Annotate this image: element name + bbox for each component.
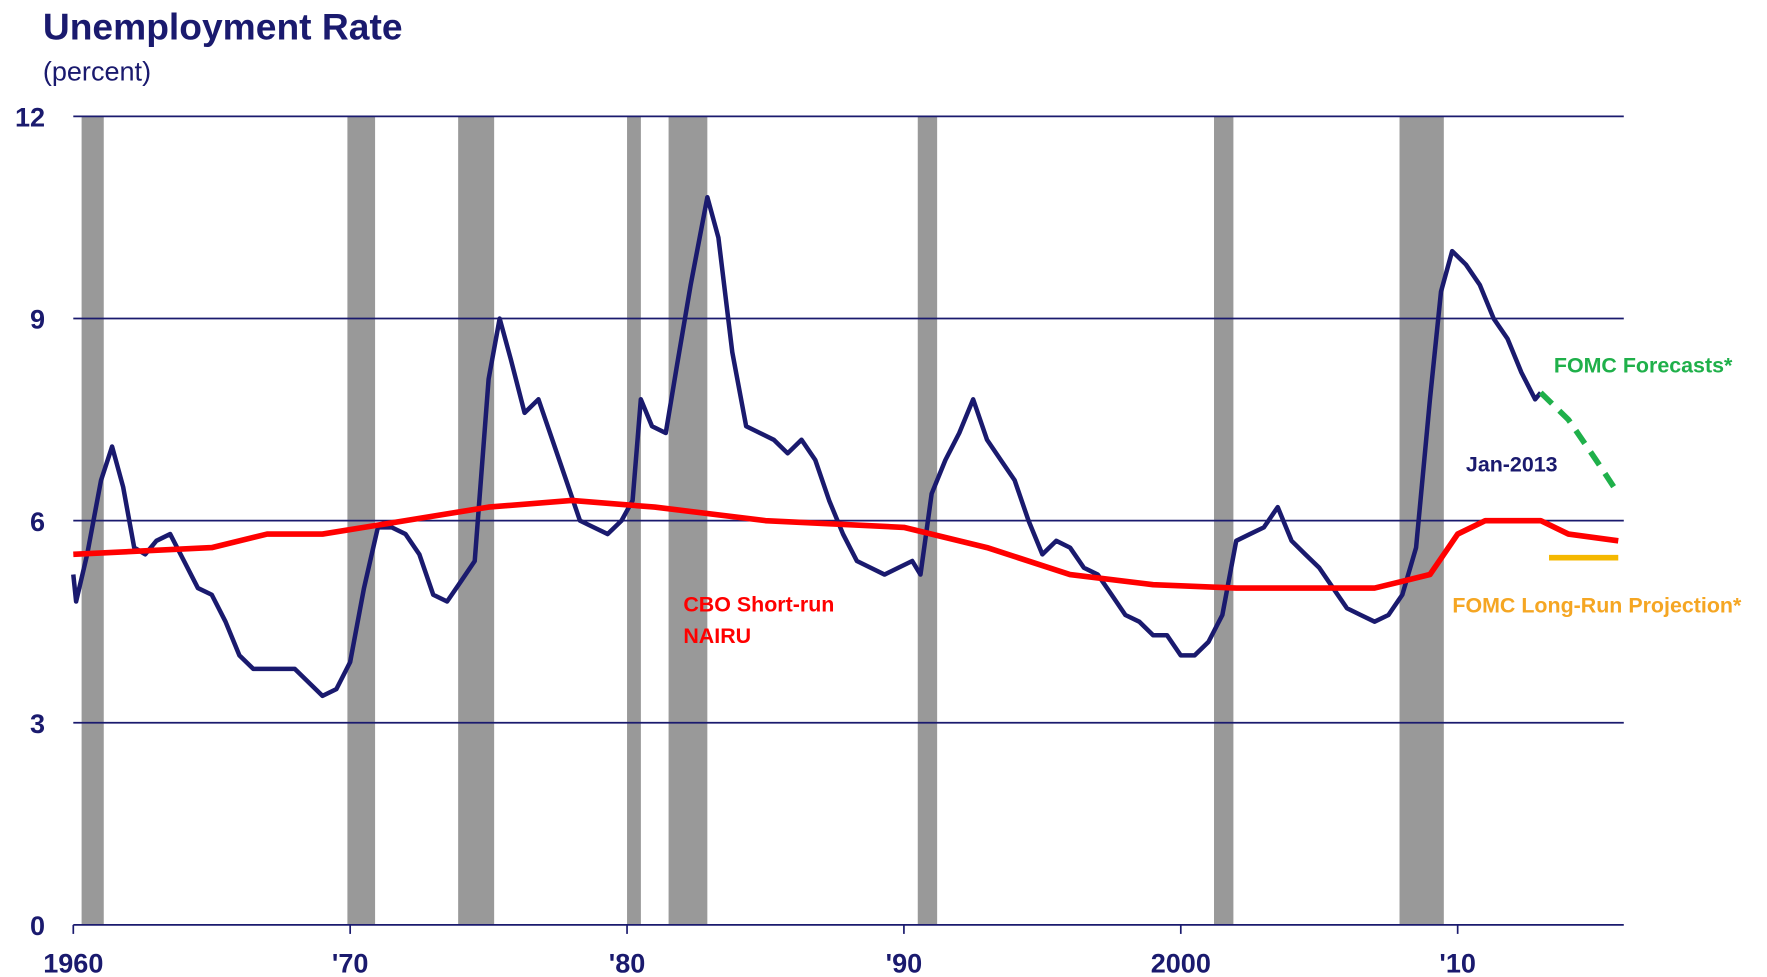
annotation: Jan-2013 [1466,453,1558,477]
series-line [71,194,1543,699]
x-tick-label: '10 [1439,948,1476,977]
series-line [1538,390,1621,496]
y-tick-label: 0 [30,911,45,941]
annotation: CBO Short-run [683,592,834,616]
chart-subtitle: (percent) [43,56,151,86]
y-tick-label: 6 [30,507,45,537]
x-tick-label: '90 [886,948,923,977]
x-tick-label: '70 [332,948,369,977]
y-tick-label: 9 [30,305,45,335]
y-tick-label: 3 [30,709,45,739]
x-tick-label: '80 [609,948,646,977]
series-line [73,497,1619,591]
x-tick-label: 2000 [1151,948,1211,977]
chart-title: Unemployment Rate [43,6,403,48]
annotation: FOMC Long-Run Projection* [1452,594,1742,618]
x-tick-label: 1960 [43,948,103,977]
y-tick-label: 12 [15,103,45,133]
annotation: FOMC Forecasts* [1554,353,1733,377]
annotation: NAIRU [683,624,751,648]
